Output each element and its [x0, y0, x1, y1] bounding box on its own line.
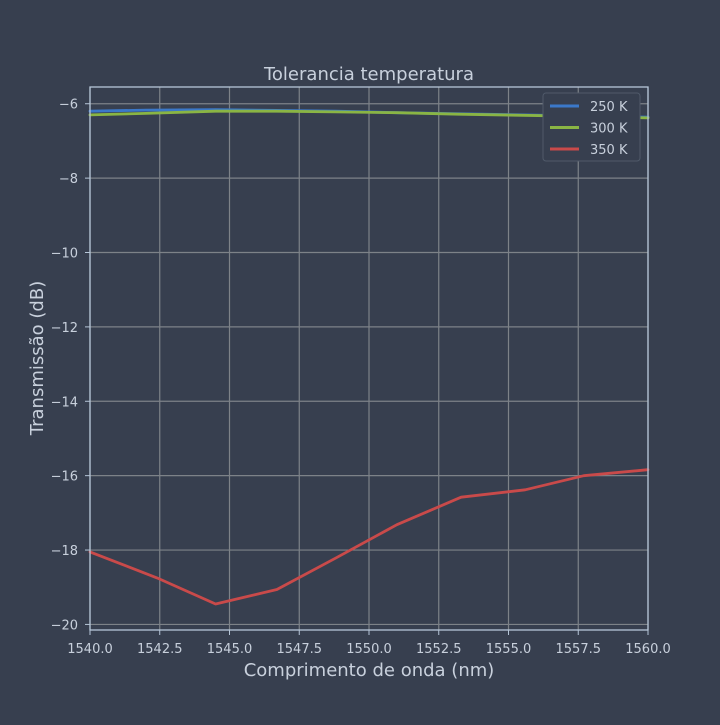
x-tick-label: 1542.5 — [137, 642, 183, 657]
x-tick-label: 1550.0 — [346, 642, 392, 657]
y-tick-label: −6 — [59, 98, 78, 113]
legend-items: 250 K 300 K 350 K — [550, 100, 628, 158]
x-tick-label: 1540.0 — [67, 642, 113, 657]
x-tick-label: 1547.5 — [277, 642, 323, 657]
y-tick-label: −14 — [51, 395, 78, 410]
legend-box — [542, 92, 641, 162]
legend-label: 250 K — [590, 100, 628, 115]
x-tick-label: 1560.0 — [625, 642, 671, 657]
chart-title: Tolerancia temperatura — [263, 64, 474, 85]
y-tick-label: −12 — [51, 321, 78, 336]
x-tick-label: 1557.5 — [556, 642, 602, 657]
y-tick-label: −16 — [51, 470, 78, 485]
y-tick-label: −18 — [51, 544, 78, 559]
x-tick-label: 1555.0 — [486, 642, 532, 657]
y-tick-label: −8 — [59, 172, 78, 187]
y-tick-label: −10 — [51, 247, 78, 262]
x-axis-label: Comprimento de onda (nm) — [244, 660, 495, 681]
y-tick-label: −20 — [51, 618, 78, 633]
x-tick-label: 1552.5 — [416, 642, 462, 657]
ticks: 1540.0 1542.5 1545.0 1547.5 1550.0 1552.5 1555… — [51, 98, 671, 657]
legend-label: 350 K — [590, 143, 628, 158]
legend: 250 K 300 K 350 K — [542, 92, 641, 162]
x-tick-label: 1545.0 — [207, 642, 253, 657]
grid — [89, 87, 649, 630]
legend-label: 300 K — [590, 122, 628, 137]
series-line-350-k — [88, 468, 650, 606]
y-axis-label: Transmissão (dB) — [27, 281, 48, 436]
